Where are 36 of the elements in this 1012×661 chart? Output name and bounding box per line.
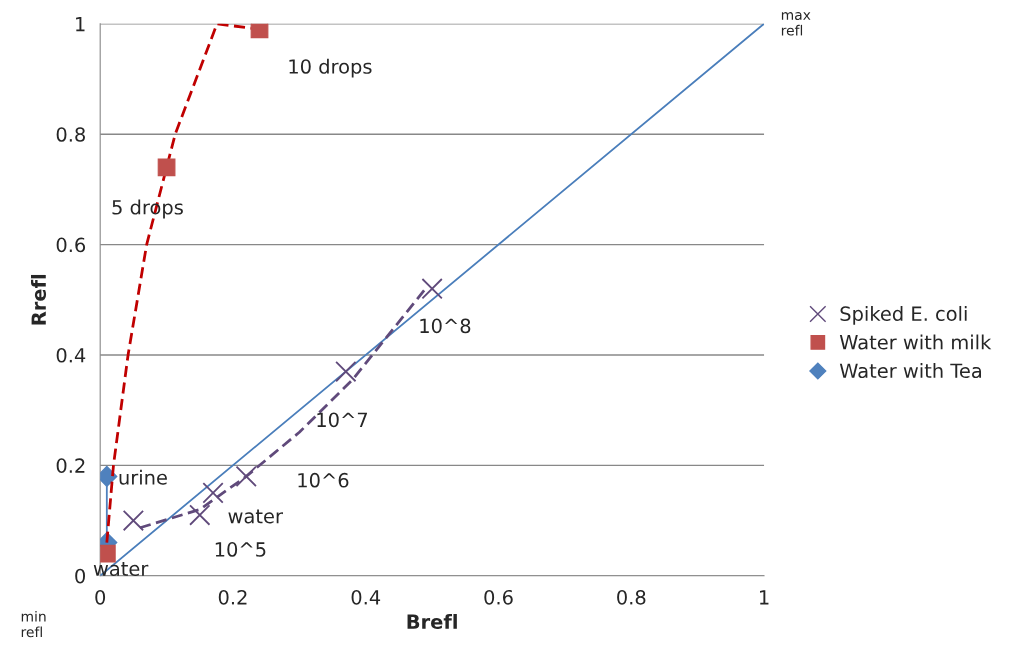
- x-tick-label: 0.6: [484, 589, 513, 605]
- y-tick-label: 0.8: [56, 127, 85, 142]
- annotation: 10^8: [420, 318, 471, 334]
- y-tick-label: 0: [75, 568, 86, 584]
- point: [100, 465, 118, 487]
- x-tick-label: 0: [95, 589, 106, 605]
- annotation: 10^7: [317, 412, 368, 428]
- point: [122, 509, 145, 532]
- y-tick-label: 0.6: [56, 237, 86, 253]
- annotation: 5 drops: [112, 199, 183, 219]
- annotation: water: [228, 509, 283, 524]
- point: [202, 482, 224, 504]
- text: min refl: [21, 610, 46, 638]
- point: [250, 23, 269, 39]
- y-tick-label: 0.2: [56, 458, 85, 474]
- point: [335, 360, 357, 383]
- point: [189, 504, 211, 526]
- x-tick-label: 1: [760, 590, 769, 605]
- point: [235, 465, 257, 488]
- y-tick-label: 0.4: [56, 347, 86, 363]
- x-tick-label: 0.2: [218, 589, 247, 605]
- point: [421, 278, 443, 300]
- legend-label: Water with milk: [839, 334, 992, 350]
- text: max refl: [781, 12, 811, 36]
- annotation: 10 drops: [289, 58, 372, 78]
- annotation: 10^6: [298, 472, 349, 488]
- annotation: 10^5: [215, 542, 266, 557]
- x-axis-title: Brefl: [407, 613, 457, 630]
- x-tick-label: 0.4: [351, 589, 381, 605]
- legend-label: Spiked E. coli: [840, 305, 967, 325]
- x-tick-label: 0.8: [617, 589, 646, 605]
- y-axis-title: Rrefl: [31, 274, 47, 325]
- legend-label: Water with Tea: [839, 363, 982, 379]
- y-tick-label: 1: [76, 17, 85, 32]
- point: [157, 158, 176, 177]
- annotation: urine: [119, 469, 167, 485]
